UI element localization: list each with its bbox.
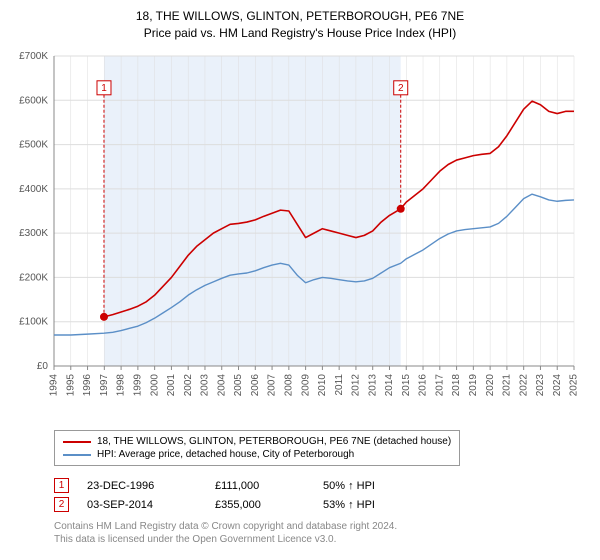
marker-badge-2: 2 — [54, 497, 69, 512]
svg-text:2020: 2020 — [485, 374, 496, 397]
svg-text:2007: 2007 — [267, 374, 278, 397]
marker-badge-1: 1 — [54, 478, 69, 493]
svg-text:2024: 2024 — [552, 374, 563, 397]
svg-text:2012: 2012 — [351, 374, 362, 397]
svg-text:2010: 2010 — [317, 374, 328, 397]
svg-text:2000: 2000 — [149, 374, 160, 397]
legend-swatch-property — [63, 441, 91, 443]
marker-date-2: 03-SEP-2014 — [87, 499, 197, 511]
marker-price-2: £355,000 — [215, 499, 305, 511]
svg-text:2017: 2017 — [434, 374, 445, 397]
footer-line-1: Contains HM Land Registry data © Crown c… — [54, 520, 397, 533]
svg-text:2: 2 — [398, 83, 404, 94]
svg-text:2018: 2018 — [451, 374, 462, 397]
svg-text:2011: 2011 — [334, 374, 345, 396]
marker-price-1: £111,000 — [215, 480, 305, 492]
svg-text:£700K: £700K — [19, 51, 48, 62]
svg-text:2013: 2013 — [367, 374, 378, 397]
svg-text:1999: 1999 — [133, 374, 144, 397]
title-line-1: 18, THE WILLOWS, GLINTON, PETERBOROUGH, … — [0, 8, 600, 25]
marker-date-1: 23-DEC-1996 — [87, 480, 197, 492]
svg-text:2025: 2025 — [569, 374, 580, 397]
legend: 18, THE WILLOWS, GLINTON, PETERBOROUGH, … — [54, 430, 460, 466]
svg-text:£600K: £600K — [19, 95, 48, 106]
svg-text:2001: 2001 — [166, 374, 177, 397]
svg-text:2022: 2022 — [518, 374, 529, 397]
legend-item-property: 18, THE WILLOWS, GLINTON, PETERBOROUGH, … — [63, 435, 451, 448]
svg-text:1995: 1995 — [65, 374, 76, 397]
svg-text:1994: 1994 — [49, 374, 60, 397]
svg-text:1998: 1998 — [116, 374, 127, 397]
svg-text:2004: 2004 — [216, 374, 227, 397]
svg-text:2021: 2021 — [502, 374, 513, 397]
legend-label-hpi: HPI: Average price, detached house, City… — [97, 449, 354, 460]
svg-text:2014: 2014 — [384, 374, 395, 397]
footer-line-2: This data is licensed under the Open Gov… — [54, 533, 397, 546]
svg-text:2006: 2006 — [250, 374, 261, 397]
marker-hpi-1: 50% ↑ HPI — [323, 480, 375, 492]
svg-text:2015: 2015 — [401, 374, 412, 397]
svg-text:£400K: £400K — [19, 184, 48, 195]
svg-text:1997: 1997 — [99, 374, 110, 397]
svg-text:2002: 2002 — [183, 374, 194, 397]
svg-text:2005: 2005 — [233, 374, 244, 397]
chart-svg: £0 £100K £200K £300K £400K £500K £600K £700K 199… — [0, 48, 600, 428]
svg-text:£200K: £200K — [19, 272, 48, 283]
svg-text:2019: 2019 — [468, 374, 479, 397]
svg-text:2009: 2009 — [300, 374, 311, 397]
chart-title: 18, THE WILLOWS, GLINTON, PETERBOROUGH, … — [0, 0, 600, 42]
svg-text:1996: 1996 — [82, 374, 93, 397]
svg-text:£100K: £100K — [19, 317, 48, 328]
legend-item-hpi: HPI: Average price, detached house, City… — [63, 448, 451, 461]
chart-container: 18, THE WILLOWS, GLINTON, PETERBOROUGH, … — [0, 0, 600, 560]
svg-text:£300K: £300K — [19, 228, 48, 239]
svg-text:2016: 2016 — [418, 374, 429, 397]
svg-text:2023: 2023 — [535, 374, 546, 397]
title-line-2: Price paid vs. HM Land Registry's House … — [0, 25, 600, 42]
legend-swatch-hpi — [63, 454, 91, 456]
sale-markers-list: 1 23-DEC-1996 £111,000 50% ↑ HPI 2 03-SE… — [54, 476, 375, 514]
svg-text:£500K: £500K — [19, 140, 48, 151]
svg-text:£0: £0 — [37, 361, 49, 372]
svg-text:2003: 2003 — [200, 374, 211, 397]
chart-area: £0 £100K £200K £300K £400K £500K £600K £700K 199… — [0, 48, 600, 428]
marker-hpi-2: 53% ↑ HPI — [323, 499, 375, 511]
svg-text:1: 1 — [101, 83, 107, 94]
footer-attribution: Contains HM Land Registry data © Crown c… — [54, 520, 397, 546]
svg-text:2008: 2008 — [283, 374, 294, 397]
legend-label-property: 18, THE WILLOWS, GLINTON, PETERBOROUGH, … — [97, 436, 451, 447]
marker-row-2: 2 03-SEP-2014 £355,000 53% ↑ HPI — [54, 495, 375, 514]
marker-row-1: 1 23-DEC-1996 £111,000 50% ↑ HPI — [54, 476, 375, 495]
